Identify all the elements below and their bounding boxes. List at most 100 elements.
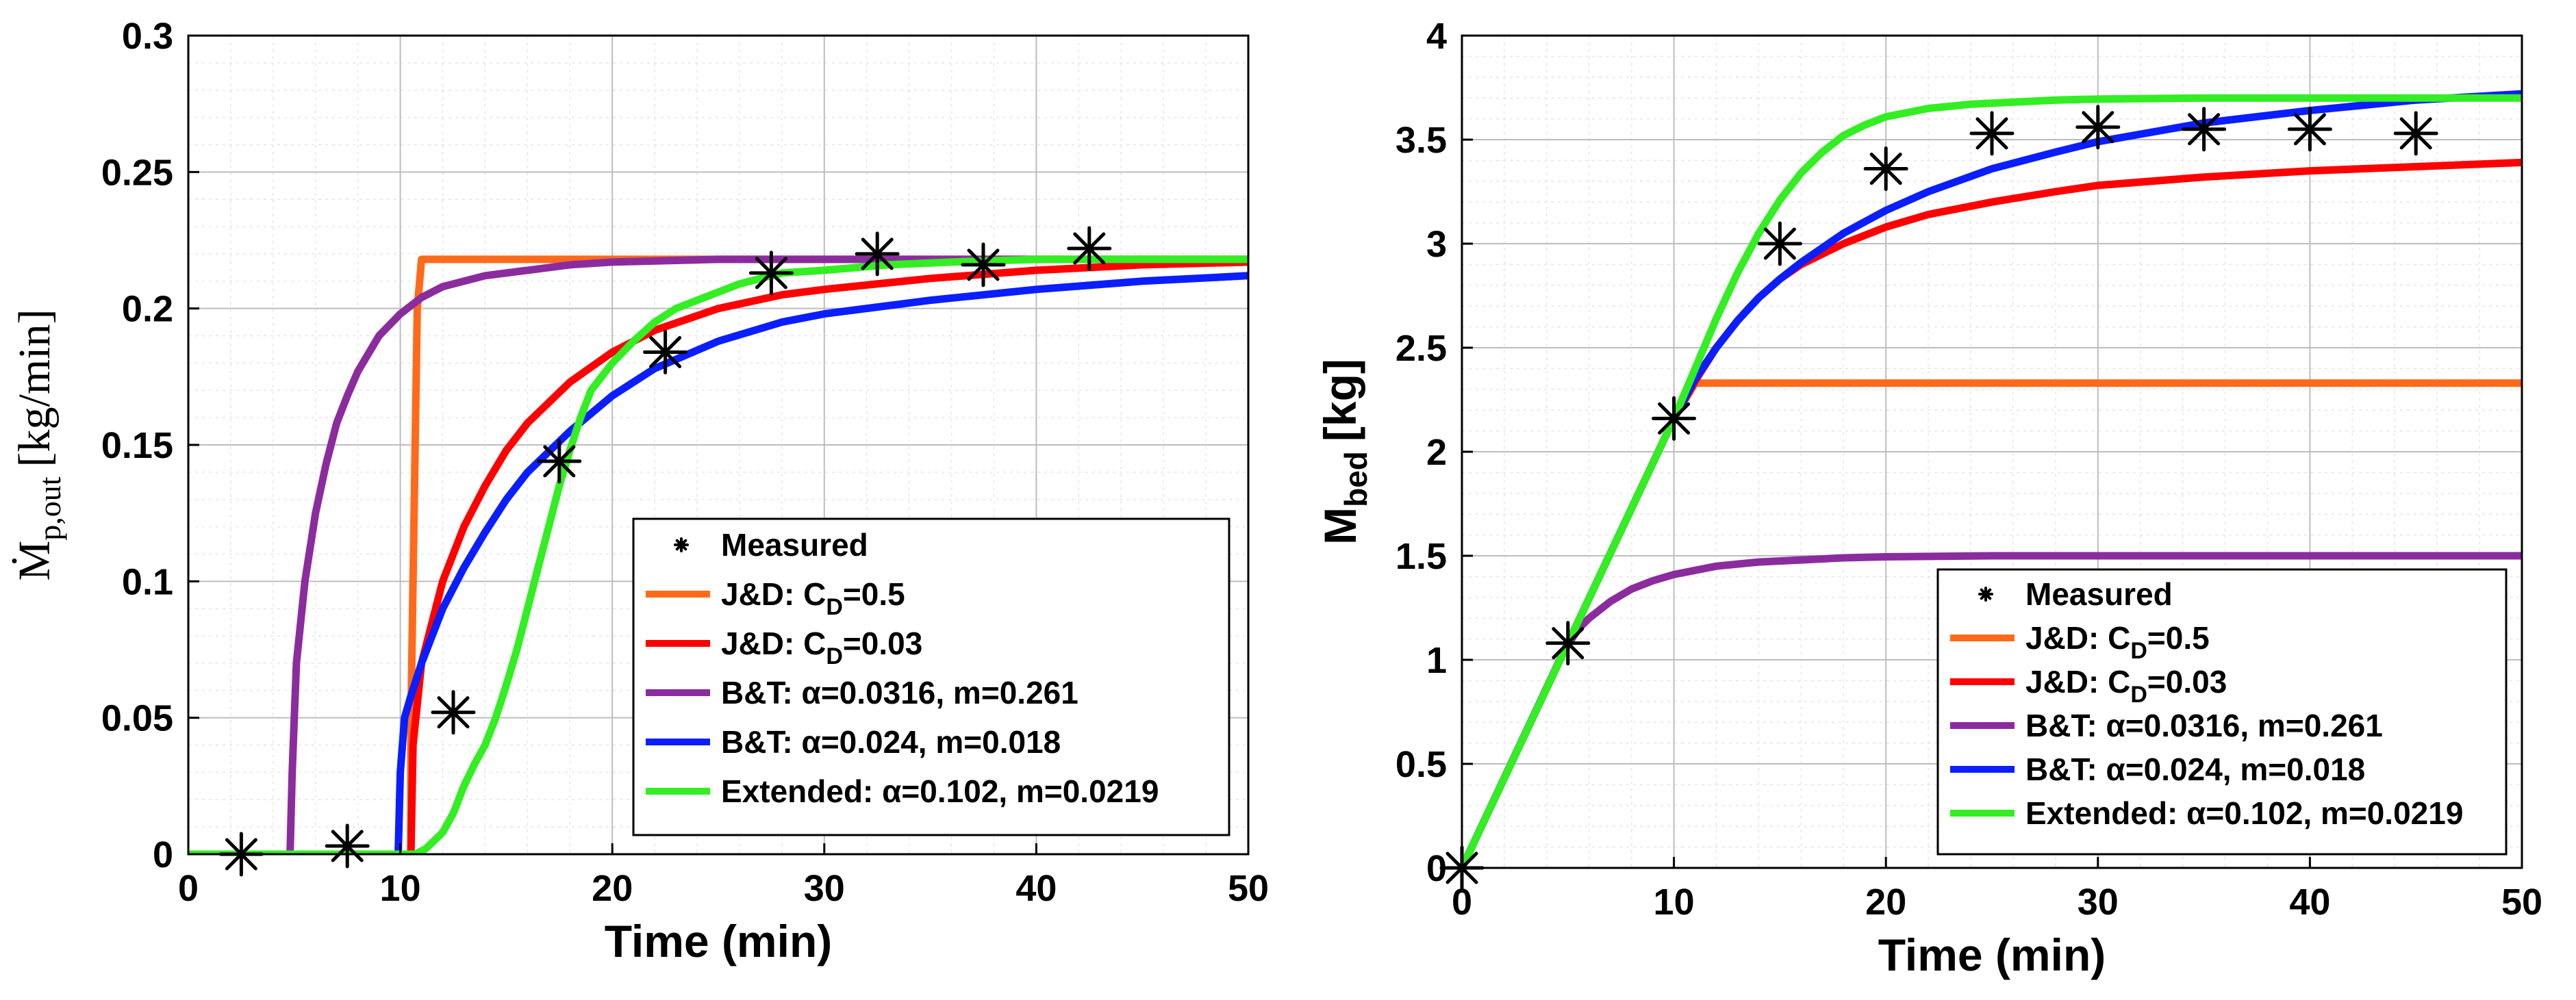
legend-label: J&D: CD=0.03: [2025, 664, 2227, 708]
x-tick-label: 30: [804, 868, 845, 909]
marker-stroke: [1658, 402, 1691, 435]
legend-entry-jd_cd05: J&D: CD=0.5: [646, 576, 905, 620]
chart-right-bed-mass: 0 10 20 30 40 50 0 0.5 1 1.5 2 2.5 3 3.5 4 Time (min) Mb…: [1315, 16, 2542, 980]
y-axis-label: Ṁp,out [kg/min]: [10, 309, 67, 581]
x-axis-label: Time (min): [1878, 930, 2106, 980]
legend-label-text: Extended: α=0.102, m=0.0219: [2025, 795, 2463, 831]
legend-label: Measured: [2025, 576, 2173, 612]
y-axis-label-main: Ṁ: [10, 541, 60, 581]
y-tick-label: 4: [1426, 16, 1447, 57]
marker-stroke: [2082, 111, 2114, 144]
legend-marker: [1980, 588, 1992, 600]
y-axis-label-unit: [kg]: [1315, 359, 1365, 441]
legend-label-suffix: =0.03: [2147, 664, 2227, 700]
legend-label-text: J&D: C: [2025, 664, 2130, 700]
measured-point: [1757, 221, 1802, 266]
x-axis-label: Time (min): [605, 916, 832, 966]
y-axis-label-subscript: bed: [1338, 451, 1374, 507]
marker-stroke: [543, 445, 576, 478]
legend-label: B&T: α=0.024, m=0.018: [721, 724, 1061, 760]
series-group: [1462, 90, 2522, 868]
marker-stroke: [649, 335, 682, 368]
measured-point: [2287, 107, 2332, 152]
legend-entry-bt_0316: B&T: α=0.0316, m=0.261: [646, 675, 1078, 710]
measured-point: [325, 823, 370, 869]
legend-label-subscript: D: [2130, 638, 2147, 664]
marker-stroke: [1552, 627, 1584, 660]
legend-entry-measured: Measured: [1978, 576, 2173, 612]
measured-point: [1067, 226, 1112, 271]
x-tick-label: 0: [1452, 882, 1472, 923]
legend-label: B&T: α=0.0316, m=0.261: [2025, 708, 2383, 743]
legend-entry-jd_cd003: J&D: CD=0.03: [646, 626, 922, 669]
y-tick-label: 3.5: [1396, 120, 1447, 161]
x-tick-label: 20: [1865, 882, 1906, 923]
marker-stroke: [1975, 117, 2008, 150]
series-line-bt_024: [1462, 90, 2522, 868]
legend-label-text: Measured: [721, 527, 868, 563]
measured-point: [1863, 146, 1908, 192]
legend-label: Measured: [721, 527, 868, 563]
measured-point: [748, 251, 794, 296]
y-tick-label: 0.2: [122, 289, 173, 330]
marker-stroke: [2399, 117, 2432, 150]
legend-label-text: J&D: C: [721, 576, 826, 612]
marker-stroke: [2188, 113, 2221, 146]
y-tick-label: 0: [1426, 848, 1447, 889]
legend-entry-bt_024: B&T: α=0.024, m=0.018: [1950, 752, 2365, 787]
legend-label-text: J&D: C: [721, 626, 826, 661]
y-tick-label: 0: [153, 834, 173, 875]
marker-stroke: [1869, 153, 1902, 185]
series-line-extended: [188, 255, 1248, 854]
legend-label-text: B&T: α=0.0316, m=0.261: [2025, 708, 2383, 743]
x-tick-label: 50: [2501, 882, 2542, 923]
y-axis-label: Mbed [kg]: [1315, 359, 1374, 545]
y-axis-label-subscript: p,out: [32, 476, 67, 541]
marker-stroke: [861, 238, 894, 270]
legend-label: J&D: CD=0.03: [721, 626, 922, 669]
legend-label-subscript: D: [826, 594, 843, 620]
series-line-jd_cd05: [188, 255, 1248, 854]
legend-label-text: B&T: α=0.024, m=0.018: [2025, 752, 2365, 787]
series-line-bt_0316: [188, 255, 1248, 854]
legend-entry-jd_cd003: J&D: CD=0.03: [1950, 664, 2227, 708]
x-tick-label: 0: [178, 868, 199, 909]
legend-label-suffix: =0.5: [2147, 620, 2210, 656]
series-group: [188, 255, 1248, 854]
measured-point: [431, 690, 476, 735]
marker-stroke: [437, 696, 470, 729]
series-line-bt_0316: [1462, 552, 2522, 868]
measured-point: [1545, 621, 1591, 666]
y-axis-label-main: M: [1315, 507, 1365, 545]
measured-point: [855, 231, 900, 277]
legend-label: J&D: CD=0.5: [2025, 620, 2210, 664]
legend-label-text: J&D: C: [2025, 620, 2130, 656]
measured-point: [537, 439, 582, 484]
measured-point: [961, 242, 1006, 287]
legend-label-text: Measured: [2025, 576, 2173, 612]
legend-entry-extended: Extended: α=0.102, m=0.0219: [646, 773, 1159, 809]
legend-entry-extended: Extended: α=0.102, m=0.0219: [1950, 795, 2463, 831]
measured-point: [1652, 396, 1697, 441]
series-line-bt_024: [188, 272, 1248, 854]
chart-left-mass-flow: 0 10 20 30 40 50 0 0.05 0.1 0.15 0.2 0.25 0.3 Time (m…: [10, 16, 1269, 966]
legend-marker: [675, 539, 687, 551]
legend-box: [632, 517, 1230, 836]
legend-label-subscript: D: [2130, 682, 2147, 708]
marker-stroke: [967, 248, 1000, 281]
marker-stroke: [331, 830, 364, 862]
x-tick-label: 20: [592, 868, 633, 909]
legend-entry-bt_024: B&T: α=0.024, m=0.018: [646, 724, 1061, 760]
legend-label: B&T: α=0.024, m=0.018: [2025, 752, 2365, 787]
legend-entry-jd_cd05: J&D: CD=0.5: [1950, 620, 2210, 664]
y-tick-label: 0.5: [1396, 744, 1447, 785]
marker-stroke: [2293, 113, 2326, 146]
measured-point: [643, 329, 688, 374]
legend-label-suffix: =0.5: [843, 576, 905, 612]
x-tick-label: 50: [1228, 868, 1269, 909]
y-tick-label: 2: [1426, 432, 1447, 473]
legend-label-text: B&T: α=0.0316, m=0.261: [721, 675, 1078, 710]
legend-label: Extended: α=0.102, m=0.0219: [2025, 795, 2463, 831]
y-tick-label: 0.1: [122, 561, 173, 602]
